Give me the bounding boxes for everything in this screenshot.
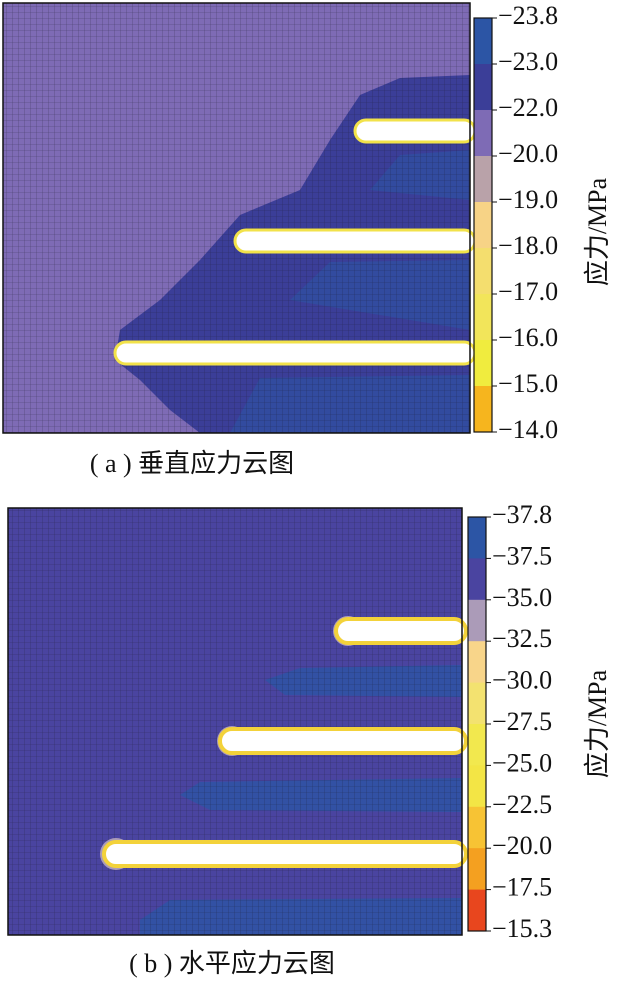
colorbar-tick-label: −27.5 (492, 707, 552, 736)
colorbar-segment (468, 558, 486, 601)
colorbar-tick-label: −20.0 (498, 139, 558, 168)
colorbar-tick-label: −15.3 (492, 914, 552, 943)
colorbar-tick-label: −30.0 (492, 666, 552, 695)
colorbar-segment (474, 340, 492, 387)
slot (113, 340, 477, 366)
caption: ( a ) 垂直应力云图 (90, 449, 294, 478)
colorbar-tick-label: −14.0 (498, 415, 558, 444)
panel-b: ( b ) 水平应力云图 应力/MPa (7, 507, 612, 978)
frame (7, 507, 463, 936)
colorbar-tick-label: −19.0 (498, 185, 558, 214)
colorbar-segment (468, 682, 486, 725)
colorbar-segment (468, 641, 486, 684)
frame (2, 2, 471, 434)
colorbar-segment (474, 294, 492, 341)
mesh (3, 3, 470, 433)
panel-a: ( a ) 垂直应力云图 应力/MPa (2, 2, 612, 478)
colorbar-tick-label: −37.8 (492, 500, 552, 529)
colorbar-frame (473, 17, 493, 433)
caption: ( b ) 水平应力云图 (129, 949, 335, 978)
colorbar-segment (468, 889, 486, 932)
slot (218, 727, 468, 755)
colorbar-tick-label: −18.0 (498, 231, 558, 260)
colorbar-tick-label: −17.0 (498, 277, 558, 306)
colorbar-tick-label: −22.5 (492, 790, 552, 819)
colorbar-tick-label: −16.0 (498, 323, 558, 352)
colorbar-tick-label: −23.8 (498, 1, 558, 30)
slot (102, 840, 468, 868)
colorbar-segment (474, 248, 492, 295)
colorbar-segment (474, 64, 492, 111)
colorbar-segment (474, 18, 492, 65)
colorbar-segment (468, 599, 486, 642)
colorbar-tick-label: −20.0 (492, 831, 552, 860)
colorbar-tick-label: −17.5 (492, 873, 552, 902)
colorbar-tick-label: −32.5 (492, 624, 552, 653)
colorbar-segment (474, 386, 492, 433)
colorbar-segment (468, 848, 486, 891)
colorbar-label: 应力/MPa (583, 669, 612, 778)
slot (233, 228, 477, 254)
mesh (8, 508, 462, 935)
colorbar-tick-label: −25.0 (492, 748, 552, 777)
slot (334, 617, 468, 645)
colorbar-tick-label: −23.0 (498, 47, 558, 76)
colorbar-segment (474, 156, 492, 203)
colorbar-label: 应力/MPa (583, 177, 612, 286)
colorbar-segment (468, 765, 486, 808)
colorbar-segment (474, 202, 492, 249)
colorbar-segment (468, 724, 486, 766)
colorbar-tick-label: −37.5 (492, 541, 552, 570)
colorbar-segment (468, 806, 486, 849)
colorbar-tick-label: −35.0 (492, 583, 552, 612)
colorbar-tick-label: −15.0 (498, 369, 558, 398)
colorbar-segment (468, 517, 486, 559)
slot (353, 118, 477, 144)
colorbar-tick-label: −22.0 (498, 93, 558, 122)
colorbar-segment (474, 110, 492, 157)
